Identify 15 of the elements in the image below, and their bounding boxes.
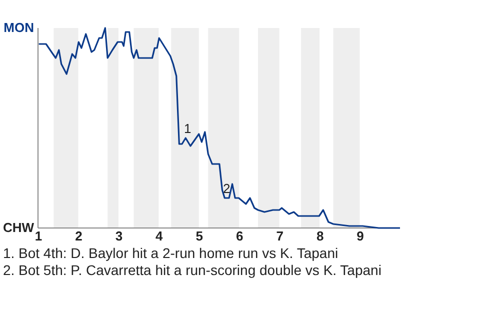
x-tick-label: 5 xyxy=(196,228,204,244)
x-tick-label: 3 xyxy=(115,228,123,244)
x-tick-label: 2 xyxy=(75,228,82,244)
x-tick-label: 7 xyxy=(276,228,284,244)
x-tick-label: 6 xyxy=(236,228,244,244)
text: 1. Bot 4th: D. Baylor hit a 2-run home run vs K. Tapani xyxy=(2,245,338,261)
x-tick-label: 9 xyxy=(356,228,364,244)
annotation: 2 xyxy=(223,181,230,196)
annotation: 1 xyxy=(184,121,192,136)
text: MON xyxy=(4,20,34,35)
x-tick-label: 1 xyxy=(34,228,42,244)
text: CHW xyxy=(2,220,35,235)
text: 2. Bot 5th: P. Cavarretta hit a run-scoring double vs K. Tapani xyxy=(2,262,382,278)
x-tick-label: 4 xyxy=(156,228,164,244)
x-tick-label: 8 xyxy=(316,228,324,244)
